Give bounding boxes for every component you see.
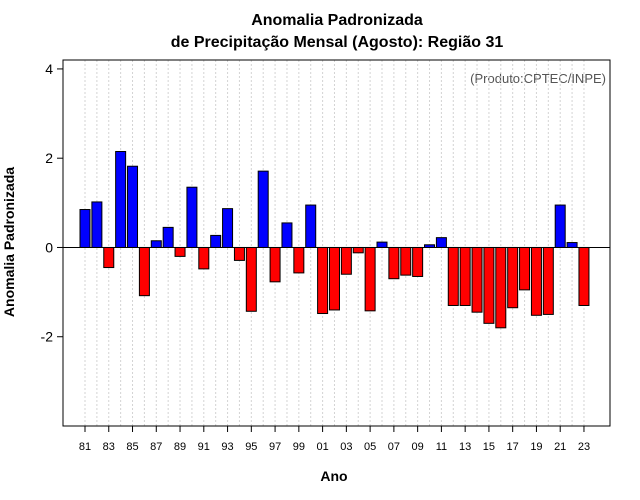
y-axis-label: Anomalia Padronizada: [1, 167, 17, 317]
bar-15: [483, 246, 495, 324]
bar-81: [79, 209, 91, 248]
x-tick-label: 15: [483, 441, 495, 453]
bar-01: [317, 246, 329, 315]
bar-19: [530, 246, 542, 316]
chart-title-line2: de Precipitação Mensal (Agosto): Região …: [171, 34, 504, 51]
bar-88: [162, 226, 174, 248]
plot-frame: [62, 59, 611, 427]
bar-84: [115, 151, 127, 248]
bar-94: [233, 246, 245, 261]
bar-85: [127, 165, 139, 248]
bar-09: [412, 246, 424, 277]
bar-07: [388, 246, 400, 280]
bar-21: [554, 204, 566, 248]
bar-83: [103, 246, 115, 269]
y-tick-label: 4: [45, 61, 53, 77]
x-tick-label: 89: [174, 441, 186, 453]
bar-00: [305, 204, 317, 248]
x-axis-label: Ano: [320, 468, 347, 484]
x-tick-label: 83: [103, 441, 115, 453]
bar-11: [435, 237, 447, 248]
bar-13: [459, 246, 471, 306]
x-tick-label: 07: [388, 441, 400, 453]
bar-16: [495, 246, 507, 329]
bar-06: [376, 241, 388, 248]
bar-04: [352, 246, 364, 254]
x-tick-label: 17: [507, 441, 519, 453]
bar-22: [566, 242, 578, 248]
x-tick-label: 09: [412, 441, 424, 453]
x-tick-label: 85: [126, 441, 138, 453]
x-tick-label: 03: [340, 441, 352, 453]
y-tick-label: 2: [45, 150, 53, 166]
bar-23: [578, 246, 590, 306]
bar-96: [257, 170, 269, 248]
bar-93: [222, 208, 234, 248]
bar-08: [400, 246, 412, 276]
x-tick-label: 05: [364, 441, 376, 453]
bar-90: [186, 186, 198, 248]
bar-20: [542, 246, 554, 315]
bar-99: [293, 246, 305, 274]
bar-17: [507, 246, 519, 309]
x-tick-label: 23: [578, 441, 590, 453]
y-tick-label: -2: [41, 329, 54, 345]
bar-97: [269, 246, 281, 283]
bar-89: [174, 246, 186, 257]
bar-02: [328, 246, 340, 311]
x-tick-label: 21: [554, 441, 566, 453]
bars: [79, 151, 590, 329]
x-tick-label: 91: [198, 441, 210, 453]
x-tick-label: 87: [150, 441, 162, 453]
credit-label: (Produto:CPTEC/INPE): [470, 71, 606, 86]
bar-98: [281, 222, 293, 248]
chart-title-line1: Anomalia Padronizada: [251, 12, 423, 29]
y-tick-label: 0: [45, 239, 53, 255]
x-tick-label: 11: [436, 441, 447, 453]
x-tick-label: 19: [530, 441, 542, 453]
bar-95: [245, 246, 257, 312]
bar-82: [91, 201, 103, 248]
bar-03: [340, 246, 352, 275]
x-tick-label: 95: [245, 441, 257, 453]
axes: -2 0 2 4 81 83 85 87 89 91 93 95 97 99 01 03 05 07 09 11 13 1…: [41, 59, 611, 453]
x-tick-label: 93: [221, 441, 233, 453]
bar-18: [519, 246, 531, 291]
bar-05: [364, 246, 376, 312]
x-tick-label: 01: [316, 441, 328, 453]
bar-91: [198, 246, 210, 270]
bar-92: [210, 234, 222, 248]
x-tick-label: 13: [459, 441, 471, 453]
x-tick-label: 99: [293, 441, 305, 453]
grid-lines: [84, 60, 585, 426]
x-tick-label: 97: [269, 441, 281, 453]
bar-86: [138, 246, 150, 297]
bar-14: [471, 246, 483, 313]
bar-12: [447, 246, 459, 306]
bar-87: [150, 240, 162, 248]
x-tick-label: 81: [79, 441, 91, 453]
